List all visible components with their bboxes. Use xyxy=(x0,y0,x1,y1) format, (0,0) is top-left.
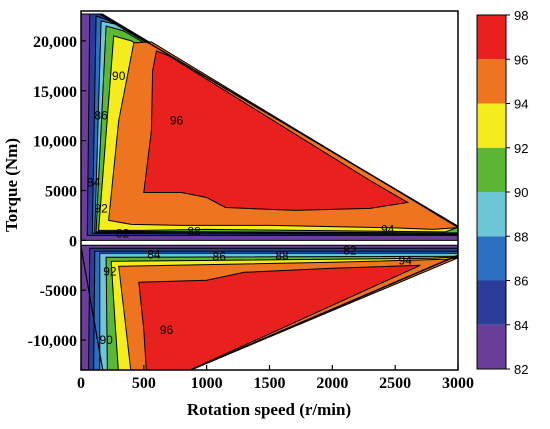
regen-low-speed-line xyxy=(81,246,104,370)
colorbar: 98 96 94 92 90 88 86 84 82 xyxy=(476,8,528,377)
y-tick-label: 5000 xyxy=(45,184,77,201)
colorbar-tick-label: 82 xyxy=(514,362,528,377)
colorbar-swatch-94 xyxy=(477,59,506,104)
x-tick-label: 500 xyxy=(132,375,156,392)
motoring-envelope-line xyxy=(99,13,458,228)
colorbar-swatch-82 xyxy=(477,324,506,369)
colorbar-tick-label: 86 xyxy=(514,274,528,289)
colorbar-swatch-92 xyxy=(477,103,506,148)
y-tick-label: 10,000 xyxy=(33,134,77,151)
y-axis-ticks: 20,000 15,000 10,000 5000 0 -5000 -10,000 xyxy=(28,34,86,350)
x-tick-label: 3000 xyxy=(442,375,474,392)
contour-label: 86 xyxy=(94,109,108,123)
colorbar-tick-label: 98 xyxy=(514,8,528,23)
x-tick-label: 2000 xyxy=(316,375,348,392)
colorbar-tick-label: 96 xyxy=(514,52,528,67)
torque-envelope-lines xyxy=(81,13,458,370)
contour-labels: 90 86 96 84 92 82 88 94 84 86 88 82 94 92 90 96 xyxy=(87,69,412,347)
contour-label: 84 xyxy=(87,176,101,190)
colorbar-tick-label: 84 xyxy=(514,318,528,333)
y-axis-title: Torque (Nm) xyxy=(2,138,21,232)
y-tick-label: 0 xyxy=(69,233,77,250)
contour-label: 94 xyxy=(399,253,413,267)
contour-label: 82 xyxy=(116,226,130,240)
x-axis-ticks: 0 500 1000 1500 2000 2500 3000 xyxy=(77,365,474,392)
regen-band-96 xyxy=(138,264,421,370)
x-axis-title: Rotation speed (r/min) xyxy=(187,400,351,419)
x-tick-label: 1000 xyxy=(191,375,223,392)
y-tick-label: 20,000 xyxy=(33,34,77,51)
contour-label: 82 xyxy=(343,243,357,257)
colorbar-tick-label: 94 xyxy=(514,97,528,112)
y-tick-label: -10,000 xyxy=(28,333,77,350)
contour-label: 84 xyxy=(147,247,161,261)
regenerating-efficiency-region xyxy=(81,244,458,370)
contour-label: 96 xyxy=(160,323,174,337)
colorbar-tick-label: 90 xyxy=(514,185,528,200)
x-tick-label: 2500 xyxy=(379,375,411,392)
contour-label: 96 xyxy=(170,114,184,128)
contour-label: 86 xyxy=(213,249,227,263)
plot-area xyxy=(81,11,458,370)
x-tick-label: 0 xyxy=(77,375,85,392)
colorbar-tick-label: 88 xyxy=(514,229,528,244)
motoring-band-96 xyxy=(143,50,410,211)
contour-label: 90 xyxy=(99,333,113,347)
contour-label: 92 xyxy=(94,201,108,215)
contour-label: 88 xyxy=(187,224,201,238)
contour-label: 92 xyxy=(103,264,117,278)
y-tick-label: 15,000 xyxy=(33,84,77,101)
contour-label: 94 xyxy=(381,222,395,236)
colorbar-swatch-86 xyxy=(477,236,506,281)
contour-label: 90 xyxy=(112,69,126,83)
y-tick-label: -5000 xyxy=(40,283,77,300)
motoring-efficiency-region xyxy=(81,13,458,241)
colorbar-swatch-84 xyxy=(477,280,506,325)
contour-label: 88 xyxy=(275,248,289,262)
colorbar-swatch-90 xyxy=(477,147,506,192)
regen-envelope-line xyxy=(188,254,458,370)
colorbar-swatch-96 xyxy=(477,15,506,60)
x-tick-label: 1500 xyxy=(254,375,286,392)
colorbar-swatch-88 xyxy=(477,192,506,237)
colorbar-tick-label: 92 xyxy=(514,141,528,156)
